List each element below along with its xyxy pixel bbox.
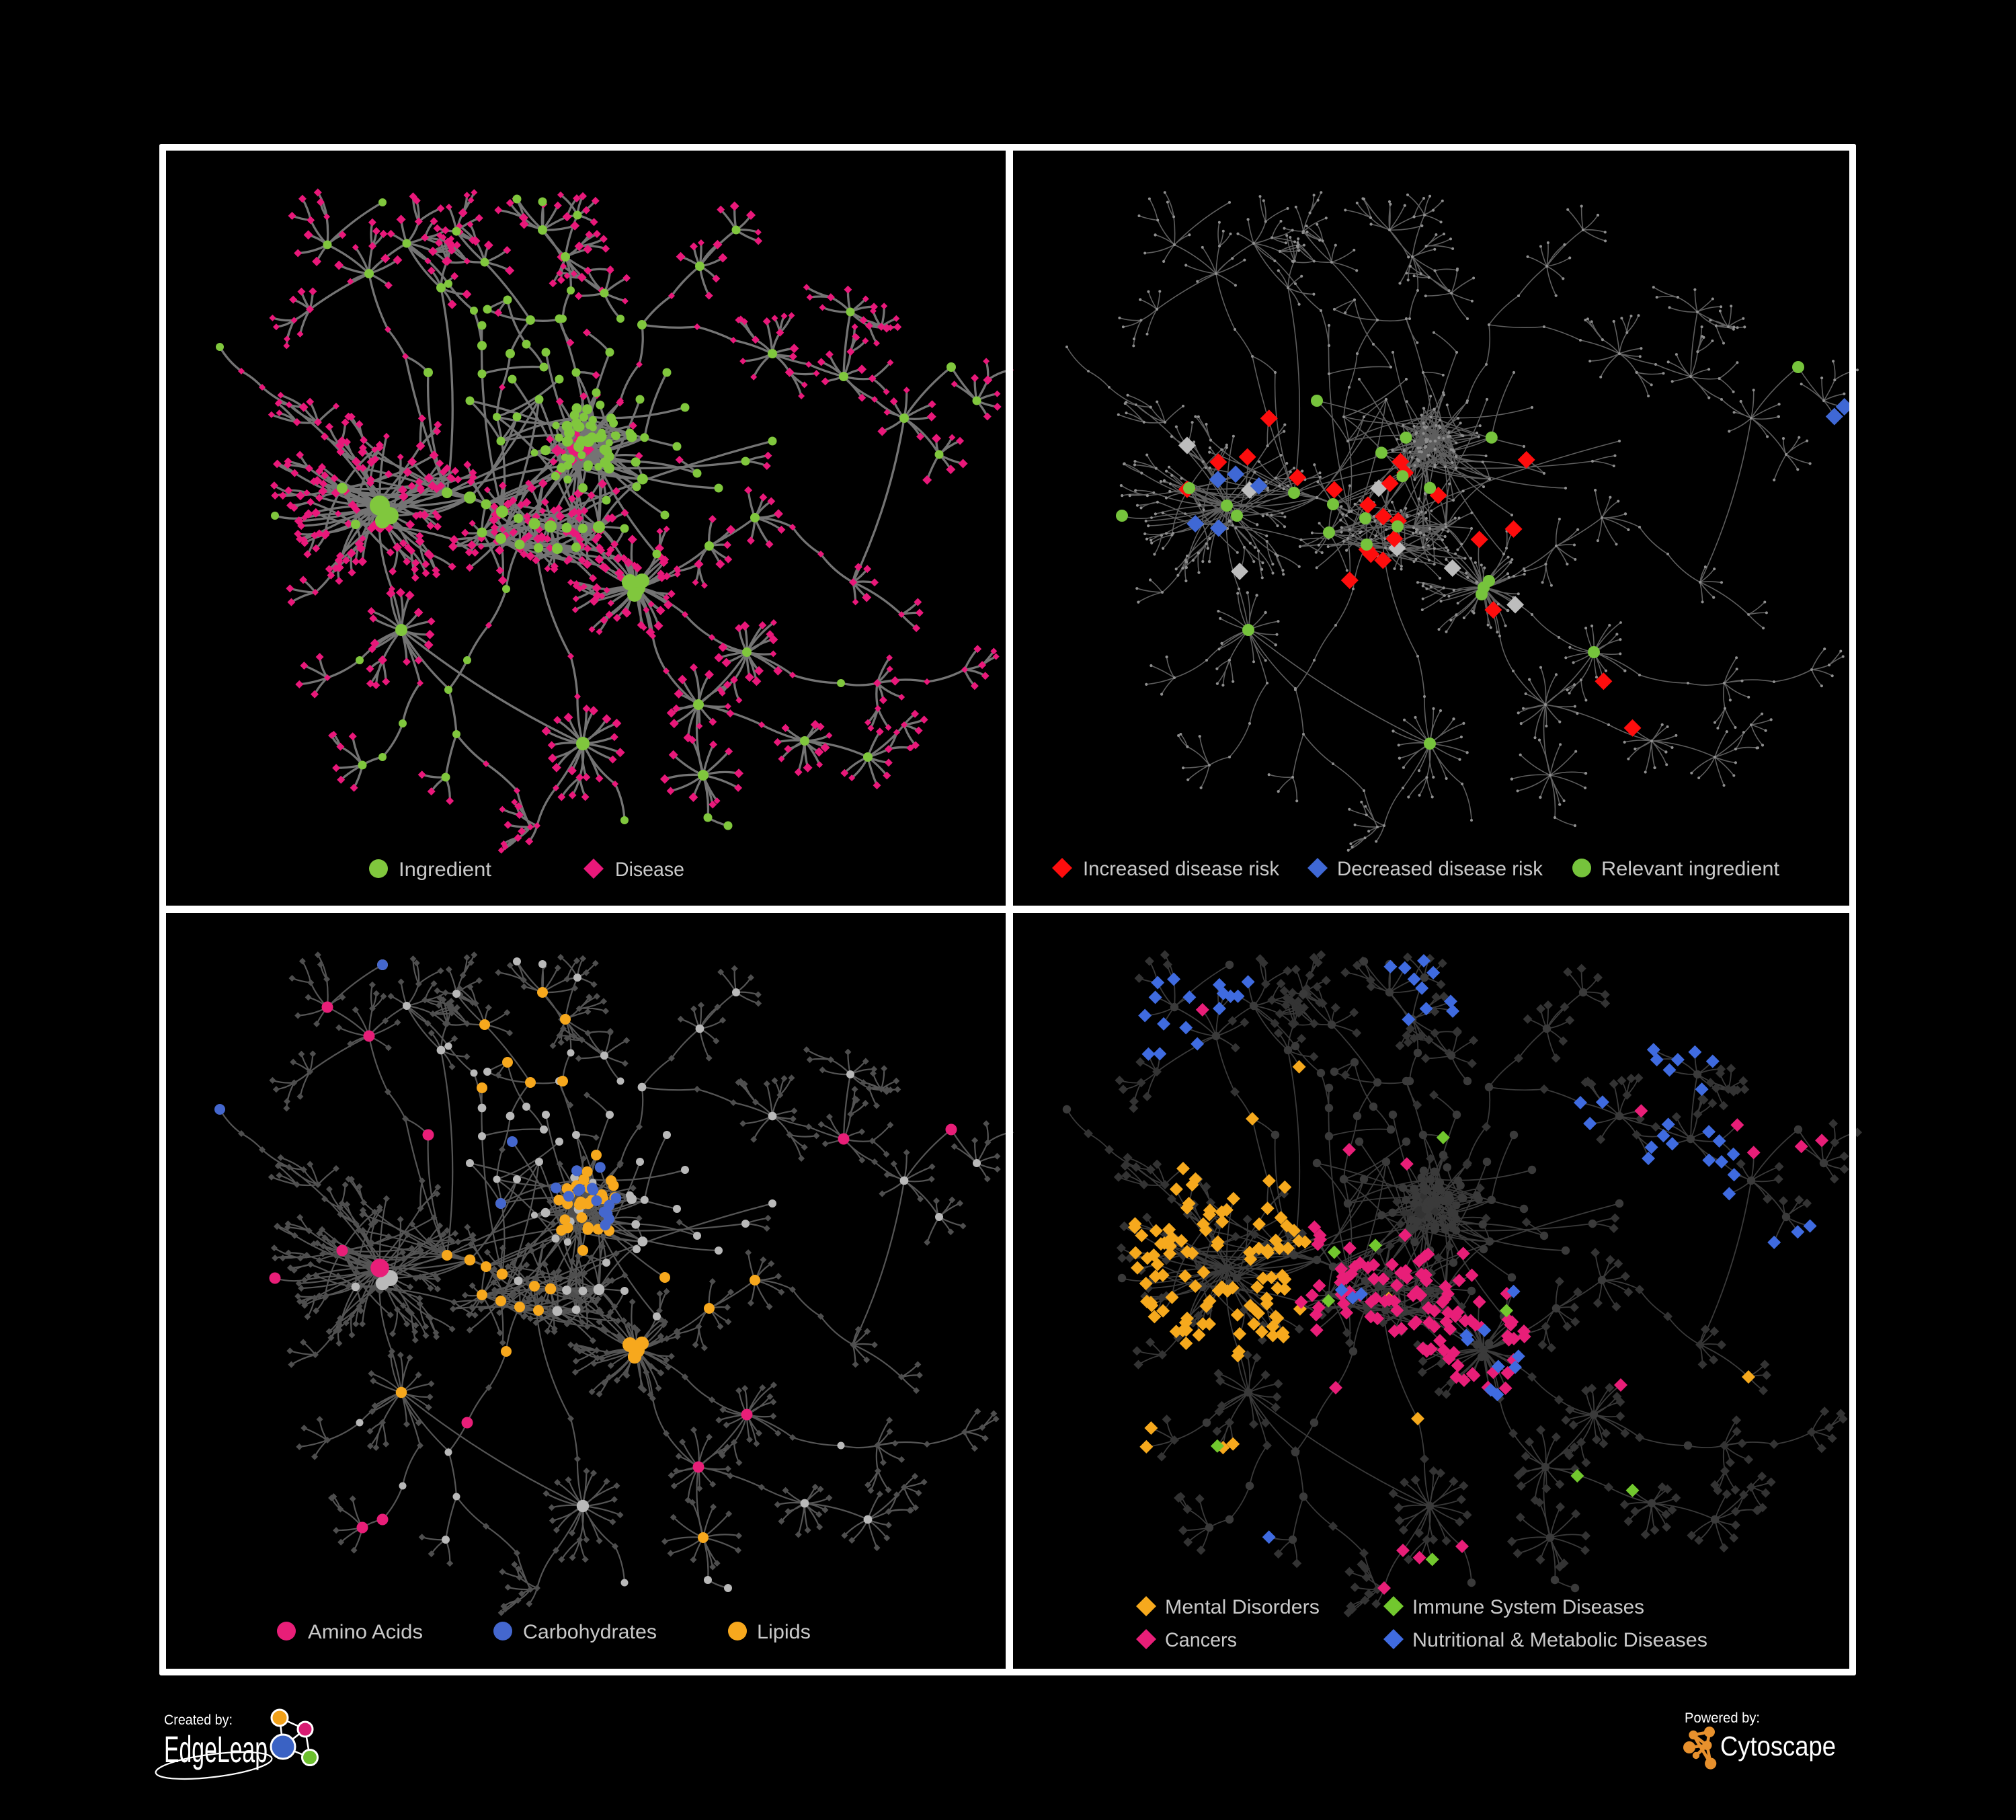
svg-text:Increased disease risk: Increased disease risk (1083, 858, 1280, 880)
svg-text:Carbohydrates: Carbohydrates (523, 1621, 657, 1643)
svg-text:Created by:: Created by: (164, 1712, 233, 1728)
svg-text:EdgeLeap: EdgeLeap (164, 1728, 268, 1770)
svg-text:Immune System Diseases: Immune System Diseases (1412, 1596, 1644, 1618)
svg-text:Lipids: Lipids (757, 1621, 811, 1643)
svg-text:Relevant ingredient: Relevant ingredient (1601, 858, 1780, 880)
svg-text:Cytoscape: Cytoscape (1720, 1731, 1836, 1762)
svg-text:Mental Disorders: Mental Disorders (1165, 1596, 1320, 1618)
svg-text:Disease: Disease (615, 859, 684, 881)
svg-text:Decreased disease risk: Decreased disease risk (1337, 858, 1543, 880)
svg-text:Ingredient: Ingredient (399, 859, 492, 881)
svg-text:Amino Acids: Amino Acids (308, 1621, 423, 1643)
svg-text:Powered by:: Powered by: (1685, 1710, 1760, 1726)
svg-text:Nutritional & Metabolic Diseas: Nutritional & Metabolic Diseases (1412, 1629, 1707, 1651)
svg-text:Cancers: Cancers (1165, 1629, 1237, 1651)
